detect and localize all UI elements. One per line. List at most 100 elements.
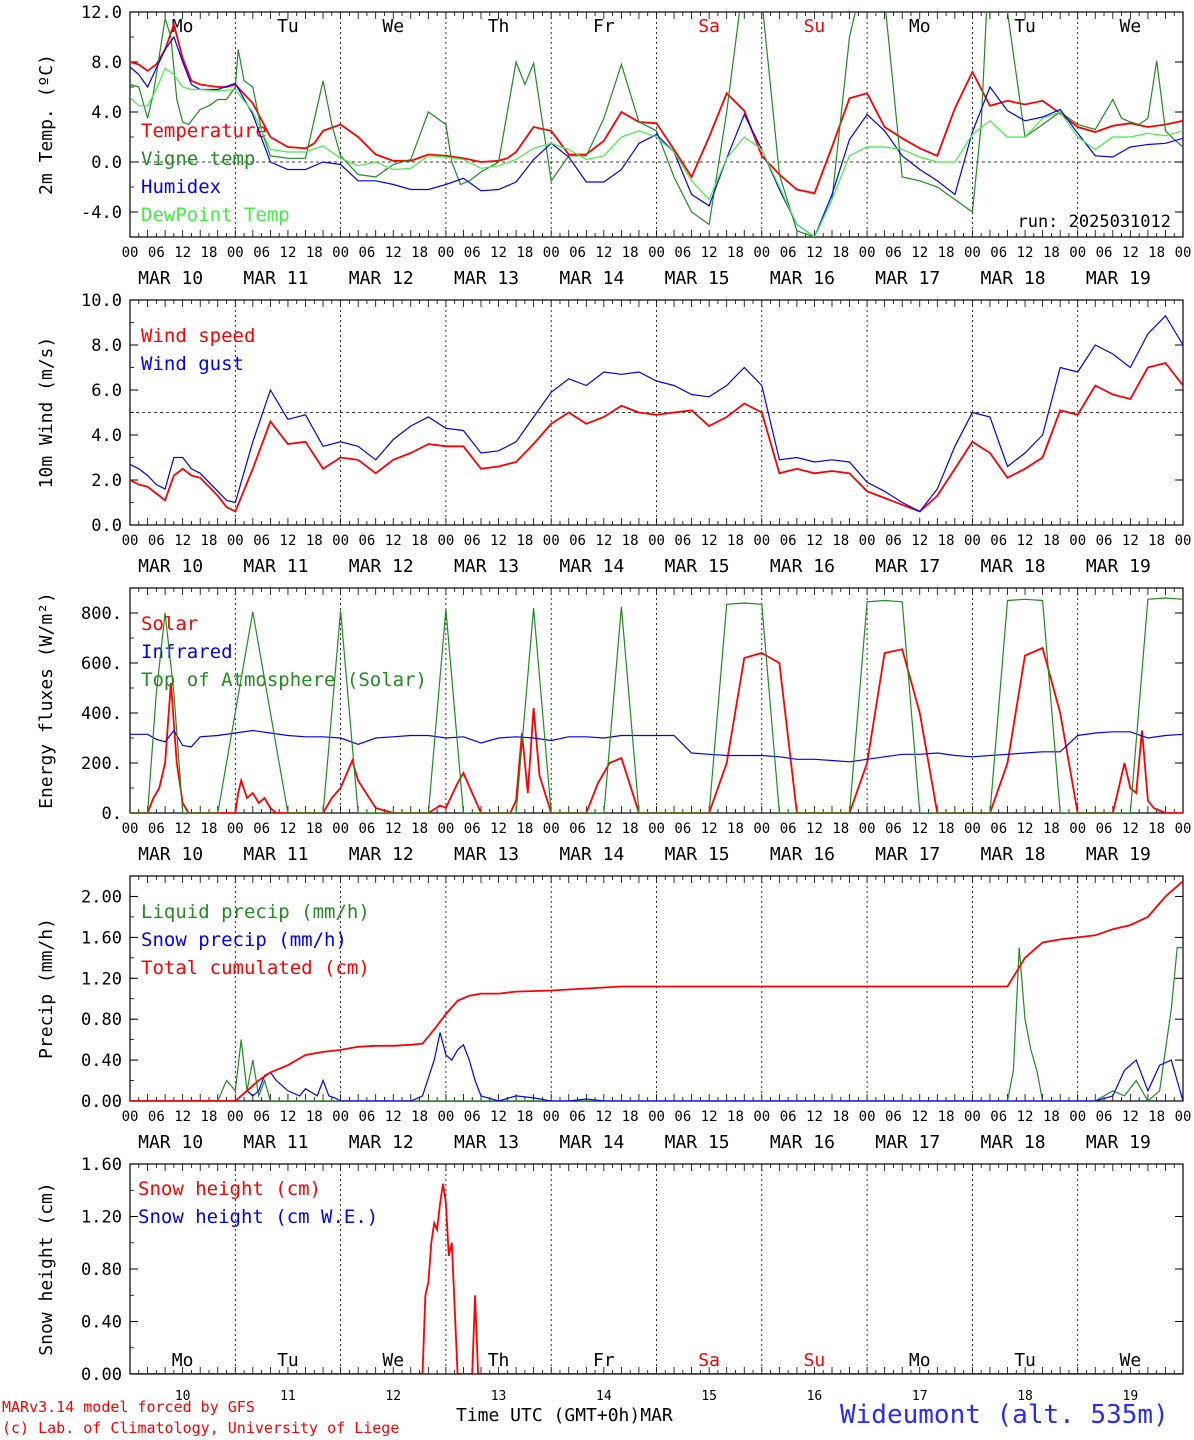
x-date-label: MAR 10 <box>138 268 203 289</box>
y-axis-label: Precip (mm/h) <box>36 918 57 1059</box>
x-hour-label: 00 <box>227 821 244 837</box>
x-hour-label: 18 <box>727 245 744 261</box>
x-hour-label: 06 <box>780 533 797 549</box>
x-date-label: MAR 14 <box>559 1132 624 1153</box>
x-hour-label: 18 <box>1148 1109 1165 1125</box>
series-line-wind-gust <box>130 314 1183 513</box>
day-number-label: 12 <box>385 1389 401 1404</box>
x-hour-label: 00 <box>648 821 665 837</box>
x-hour-label: 06 <box>674 821 691 837</box>
x-hour-label: 18 <box>1043 245 1060 261</box>
x-date-label: MAR 19 <box>1086 844 1151 865</box>
x-hour-label: 18 <box>201 821 218 837</box>
day-of-week-label: Fr <box>593 1350 615 1371</box>
x-date-label: MAR 16 <box>770 268 835 289</box>
x-hour-label: 12 <box>385 533 402 549</box>
y-tick-label: 0.80 <box>81 1010 122 1030</box>
x-hour-label: 06 <box>569 533 586 549</box>
x-hour-label: 18 <box>516 533 533 549</box>
x-hour-label: 06 <box>253 245 270 261</box>
x-hour-label: 00 <box>753 1109 770 1125</box>
x-hour-label: 00 <box>122 821 139 837</box>
x-hour-label: 06 <box>990 533 1007 549</box>
x-hour-label: 18 <box>516 1109 533 1125</box>
x-hour-label: 06 <box>1096 1109 1113 1125</box>
x-date-label: MAR 18 <box>981 844 1046 865</box>
y-tick-label: 0.00 <box>81 1092 122 1112</box>
day-number-label: 13 <box>491 1389 507 1404</box>
x-hour-label: 06 <box>569 1109 586 1125</box>
day-number-label: 15 <box>701 1389 717 1404</box>
day-number-label: 18 <box>1017 1389 1033 1404</box>
day-number-label: 14 <box>596 1389 612 1404</box>
x-hour-label: 12 <box>174 245 191 261</box>
x-date-label: MAR 15 <box>665 844 730 865</box>
x-date-label: MAR 15 <box>665 1132 730 1153</box>
y-tick-label: 6.0 <box>91 381 122 401</box>
series-line-liquid-precip-mm-h- <box>130 946 1183 1101</box>
x-hour-label: 06 <box>358 821 375 837</box>
x-hour-label: 00 <box>648 1109 665 1125</box>
legend-entry: Wind gust <box>141 353 244 375</box>
x-hour-label: 18 <box>832 245 849 261</box>
day-of-week-label: Th <box>488 1350 510 1371</box>
legend-entry: Solar <box>141 613 198 635</box>
x-hour-label: 00 <box>543 1109 560 1125</box>
y-tick-label: 8.0 <box>91 53 122 73</box>
x-hour-label: 12 <box>595 1109 612 1125</box>
x-date-label: MAR 17 <box>875 1132 940 1153</box>
x-date-label: MAR 19 <box>1086 268 1151 289</box>
x-hour-label: 12 <box>490 821 507 837</box>
series-line-total-cumulated-cm- <box>130 880 1183 1101</box>
y-tick-label: 1.60 <box>81 928 122 948</box>
x-hour-label: 00 <box>753 821 770 837</box>
x-date-label: MAR 16 <box>770 1132 835 1153</box>
x-date-label: MAR 17 <box>875 844 940 865</box>
x-hour-label: 18 <box>622 245 639 261</box>
x-hour-label: 12 <box>490 1109 507 1125</box>
x-hour-label: 06 <box>990 1109 1007 1125</box>
day-number-label: 17 <box>912 1389 928 1404</box>
legend-entry: Humidex <box>141 176 221 198</box>
x-hour-label: 06 <box>358 245 375 261</box>
x-hour-label: 12 <box>701 821 718 837</box>
x-date-label: MAR 17 <box>875 556 940 577</box>
x-hour-label: 12 <box>806 821 823 837</box>
xaxis-label: Time UTC (GMT+0h) <box>456 1405 641 1426</box>
x-hour-label: 06 <box>780 245 797 261</box>
x-hour-label: 18 <box>832 1109 849 1125</box>
x-date-label: MAR 11 <box>243 268 308 289</box>
x-hour-label: 18 <box>201 533 218 549</box>
x-hour-label: 12 <box>911 533 928 549</box>
x-hour-label: 06 <box>674 1109 691 1125</box>
x-hour-label: 00 <box>964 1109 981 1125</box>
y-tick-label: 1.60 <box>81 1155 122 1175</box>
x-date-label: MAR 18 <box>981 1132 1046 1153</box>
y-tick-label: 0.80 <box>81 1260 122 1280</box>
x-hour-label: 00 <box>332 533 349 549</box>
x-hour-label: 12 <box>174 1109 191 1125</box>
x-hour-label: 18 <box>727 1109 744 1125</box>
x-hour-label: 06 <box>464 533 481 549</box>
x-hour-label: 18 <box>1148 245 1165 261</box>
x-hour-label: 00 <box>964 533 981 549</box>
x-hour-label: 18 <box>938 821 955 837</box>
x-hour-label: 12 <box>701 245 718 261</box>
x-hour-label: 18 <box>938 1109 955 1125</box>
day-of-week-label: Sa <box>698 1350 720 1371</box>
x-hour-label: 00 <box>227 1109 244 1125</box>
x-hour-label: 06 <box>780 821 797 837</box>
x-hour-label: 12 <box>1017 1109 1034 1125</box>
x-date-label: MAR 10 <box>138 1132 203 1153</box>
day-of-week-label: Mo <box>909 16 931 37</box>
x-hour-label: 00 <box>437 1109 454 1125</box>
footer-model: MARv3.14 model forced by GFS <box>2 1398 255 1416</box>
series-line-snow-precip-mm-h- <box>130 1032 1183 1101</box>
x-hour-label: 00 <box>648 533 665 549</box>
x-hour-label: 00 <box>122 245 139 261</box>
x-date-label: MAR 11 <box>243 1132 308 1153</box>
x-hour-label: 18 <box>306 245 323 261</box>
day-number-label: 10 <box>175 1389 191 1404</box>
x-date-label: MAR 11 <box>243 844 308 865</box>
day-of-week-label: We <box>1120 1350 1142 1371</box>
